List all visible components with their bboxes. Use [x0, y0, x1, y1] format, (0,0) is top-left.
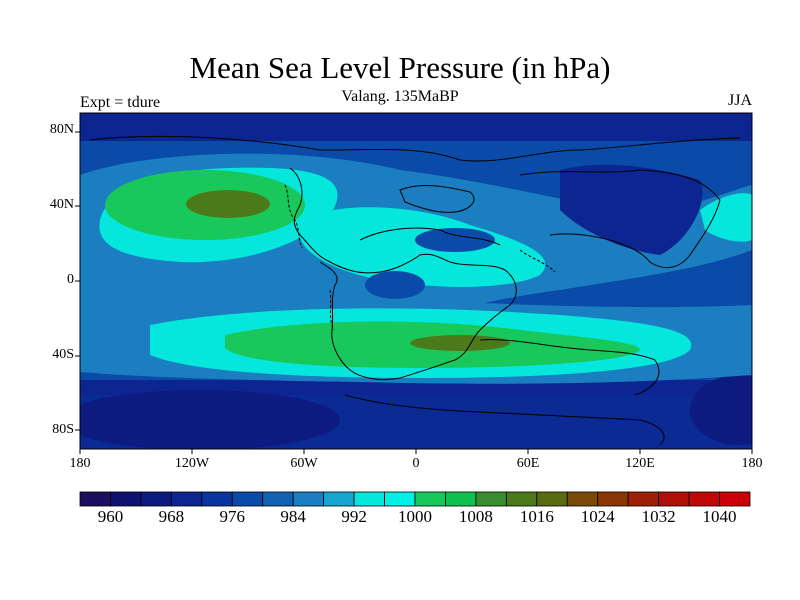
colorbar-label: 984: [280, 507, 306, 526]
cyan-east: [700, 193, 752, 242]
colorbar-label: 1016: [519, 507, 554, 526]
lon-tick-180w: 180: [69, 456, 91, 471]
lon-tick-180e: 180: [741, 456, 763, 471]
coastline-dashed-islands: [519, 249, 556, 273]
map-subtitle: Valang. 135MaBP: [341, 88, 459, 105]
high-south-core: [410, 335, 510, 351]
coastline-australia: [479, 339, 660, 396]
colorbar-swatch: [231, 491, 264, 507]
low-asia: [560, 164, 703, 255]
colorbar-swatch: [262, 491, 294, 507]
colorbar-label: 1032: [641, 507, 676, 526]
colorbar-label: 1008: [458, 507, 493, 526]
colorbar-swatch: [323, 491, 355, 507]
lat-tick-40n: 40N: [49, 197, 74, 212]
map-title: Mean Sea Level Pressure (in hPa): [189, 50, 611, 85]
season-label: JJA: [727, 92, 752, 109]
colorbar: [79, 491, 751, 507]
low-southeast: [690, 375, 752, 445]
lat-tick-80s: 80S: [52, 422, 74, 437]
colorbar-label: 1040: [702, 507, 737, 526]
low-tethys: [415, 228, 495, 252]
coastline-dashed-americas: [284, 184, 303, 249]
lat-tick-80n: 80N: [49, 122, 74, 137]
coastline-northern-arctic: [89, 135, 741, 162]
pressure-field: [80, 113, 752, 449]
lat-tick-40s: 40S: [52, 347, 74, 362]
colorbar-label: 1000: [398, 507, 432, 526]
polar-band-north: [80, 113, 752, 141]
colorbar-label: 976: [219, 507, 246, 526]
cyan-tropics: [298, 207, 546, 287]
coastline-europe: [399, 185, 475, 213]
colorbar-swatch: [140, 491, 172, 507]
low-southwest: [80, 390, 340, 449]
colorbar-swatch: [292, 491, 325, 507]
colorbar-swatch: [719, 491, 751, 507]
high-north-pacific-core: [186, 190, 270, 218]
colorbar-swatch: [597, 491, 629, 507]
lon-tick-60e: 60E: [516, 456, 540, 471]
coastline-tethys: [359, 227, 501, 246]
colorbar-swatch: [627, 491, 660, 507]
colorbar-swatch: [110, 491, 142, 507]
coastline-asia: [519, 169, 721, 269]
lon-tick-0: 0: [412, 456, 420, 471]
lon-tick-60w: 60W: [290, 456, 318, 471]
coastlines: [89, 135, 741, 446]
colorbar-swatch: [536, 491, 568, 507]
colorbar-label: 1024: [580, 507, 615, 526]
colorbar-swatch: [688, 491, 720, 507]
colorbar-label: 968: [158, 507, 185, 526]
colorbar-label: 992: [341, 507, 367, 526]
coastline-dashed-south: [329, 289, 335, 331]
lat-tick-0: 0: [67, 272, 74, 287]
colorbar-swatch: [445, 491, 477, 507]
colorbar-swatch: [505, 491, 538, 507]
lon-tick-120e: 120E: [625, 456, 655, 471]
coastline-antarctica: [344, 394, 665, 446]
experiment-label: Expt = tdure: [80, 94, 161, 111]
colorbar-swatch: [384, 491, 416, 507]
lon-tick-120w: 120W: [174, 456, 210, 471]
colorbar-swatch: [414, 491, 446, 507]
colorbar-label: 960: [97, 507, 124, 526]
axis-ticks: [75, 131, 753, 454]
colorbar-swatch: [566, 491, 599, 507]
colorbar-swatch: [201, 491, 233, 507]
colorbar-swatch: [475, 491, 507, 507]
low-central: [365, 271, 425, 299]
colorbar-swatch: [170, 491, 203, 507]
colorbar-swatch: [79, 491, 111, 507]
colorbar-swatch: [353, 491, 385, 507]
colorbar-swatch: [658, 491, 690, 507]
coastline-gondwana: [289, 167, 517, 381]
